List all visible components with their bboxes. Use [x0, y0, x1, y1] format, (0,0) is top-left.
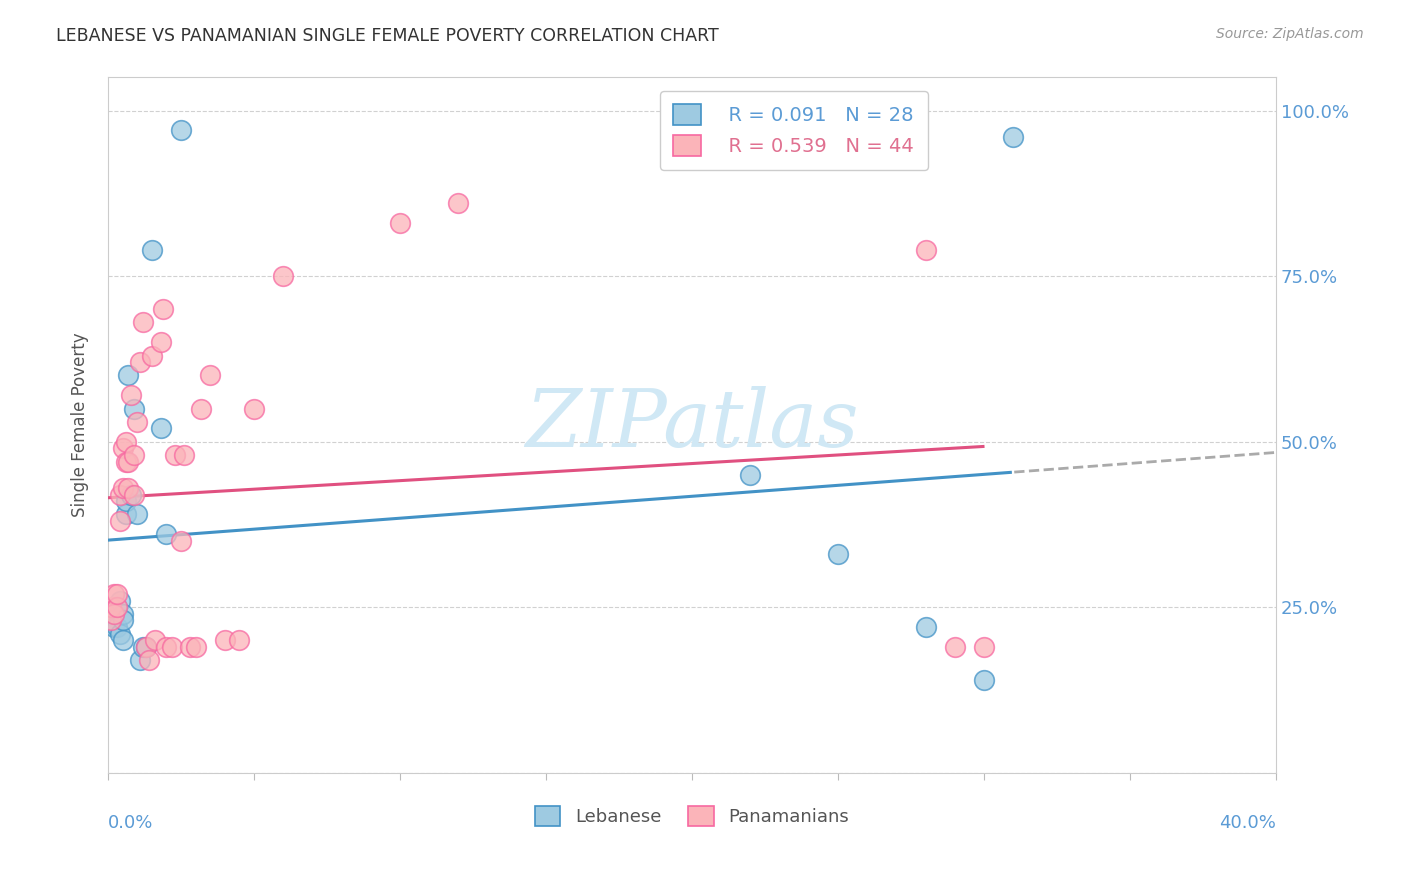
Point — [100, 614, 122, 628]
Point — [228, 633, 250, 648]
Point — [114, 434, 136, 449]
Point — [132, 640, 155, 654]
Point — [1002, 130, 1025, 145]
Point — [108, 488, 131, 502]
Point — [135, 640, 157, 654]
Point — [129, 653, 152, 667]
Point — [827, 547, 849, 561]
Text: Source: ZipAtlas.com: Source: ZipAtlas.com — [1216, 27, 1364, 41]
Point — [155, 527, 177, 541]
Point — [271, 269, 294, 284]
Point — [170, 123, 193, 137]
Point — [120, 488, 142, 502]
Point — [105, 587, 128, 601]
Point — [114, 508, 136, 522]
Point — [973, 640, 995, 654]
Point — [103, 607, 125, 621]
Point — [127, 415, 149, 429]
Point — [117, 368, 139, 383]
Point — [108, 514, 131, 528]
Point — [943, 640, 966, 654]
Point — [111, 607, 134, 621]
Point — [117, 454, 139, 468]
Legend: Lebanese, Panamanians: Lebanese, Panamanians — [527, 799, 856, 833]
Point — [122, 488, 145, 502]
Point — [160, 640, 183, 654]
Point — [100, 614, 122, 628]
Point — [108, 593, 131, 607]
Point — [103, 620, 125, 634]
Point — [108, 626, 131, 640]
Point — [152, 302, 174, 317]
Point — [914, 620, 936, 634]
Point — [105, 620, 128, 634]
Point — [100, 600, 122, 615]
Point — [170, 533, 193, 548]
Point — [111, 481, 134, 495]
Point — [165, 448, 187, 462]
Point — [143, 633, 166, 648]
Point — [141, 243, 163, 257]
Point — [127, 508, 149, 522]
Point — [184, 640, 207, 654]
Point — [129, 355, 152, 369]
Text: 40.0%: 40.0% — [1219, 814, 1277, 832]
Point — [117, 481, 139, 495]
Point — [122, 401, 145, 416]
Point — [388, 216, 411, 230]
Point — [120, 388, 142, 402]
Text: ZIPatlas: ZIPatlas — [526, 386, 859, 464]
Point — [105, 600, 128, 615]
Y-axis label: Single Female Poverty: Single Female Poverty — [72, 333, 89, 517]
Point — [173, 448, 195, 462]
Point — [155, 640, 177, 654]
Text: 0.0%: 0.0% — [108, 814, 153, 832]
Point — [114, 494, 136, 508]
Point — [111, 633, 134, 648]
Text: LEBANESE VS PANAMANIAN SINGLE FEMALE POVERTY CORRELATION CHART: LEBANESE VS PANAMANIAN SINGLE FEMALE POV… — [56, 27, 718, 45]
Point — [214, 633, 236, 648]
Point — [103, 607, 125, 621]
Point — [740, 467, 762, 482]
Point — [149, 335, 172, 350]
Point — [198, 368, 221, 383]
Point — [138, 653, 160, 667]
Point — [132, 315, 155, 329]
Point — [914, 243, 936, 257]
Point — [122, 448, 145, 462]
Point — [105, 600, 128, 615]
Point — [973, 673, 995, 687]
Point — [243, 401, 266, 416]
Point — [103, 587, 125, 601]
Point — [179, 640, 201, 654]
Point — [114, 454, 136, 468]
Point — [149, 421, 172, 435]
Point — [141, 349, 163, 363]
Point — [190, 401, 212, 416]
Point — [111, 442, 134, 456]
Point — [447, 196, 470, 211]
Point — [135, 640, 157, 654]
Point — [111, 614, 134, 628]
